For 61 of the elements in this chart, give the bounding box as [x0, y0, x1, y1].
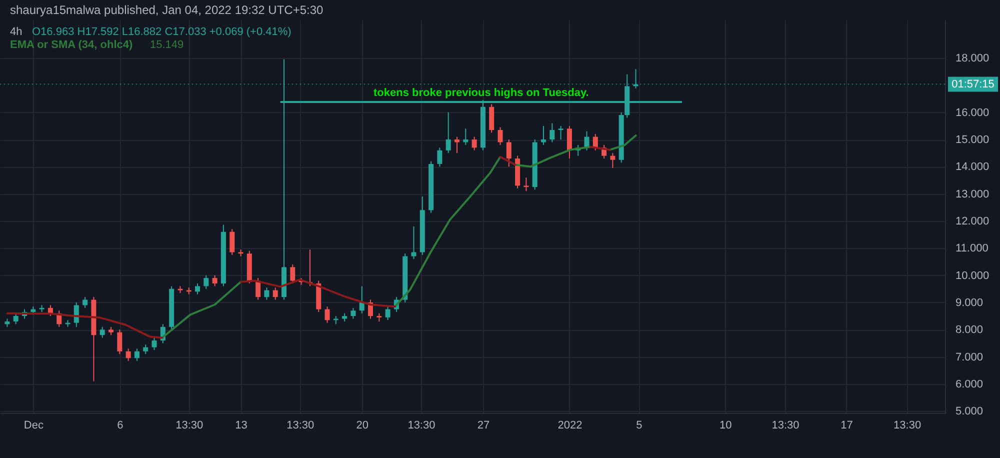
- candlestick: [134, 348, 140, 362]
- candlestick: [126, 348, 131, 362]
- annotation: 15.149: [150, 39, 184, 51]
- candlestick: [558, 125, 564, 140]
- candlestick: [100, 326, 105, 338]
- x-tick-label: 13:30: [772, 420, 800, 432]
- candlestick: [541, 125, 546, 146]
- y-tick-label: 16.000: [956, 106, 990, 119]
- y-tick-label: 8.000: [956, 324, 984, 336]
- candlestick: [463, 128, 468, 146]
- candlestick: [524, 177, 529, 192]
- y-tick-label: 10.000: [956, 270, 990, 282]
- y-tick-label: 14.000: [956, 161, 990, 174]
- x-tick-label: 13:30: [286, 420, 314, 432]
- y-tick-label: 18.000: [956, 52, 990, 65]
- x-tick-label: 6: [117, 420, 124, 432]
- text: shaurya15malwa published, Jan 04, 2022 19:32 UTC+5:30: [10, 3, 324, 17]
- candlestick: [82, 296, 88, 308]
- text: 4h: [10, 26, 22, 38]
- candlestick: [195, 282, 200, 295]
- x-tick-label: 13:30: [408, 420, 436, 432]
- candlestick: [446, 112, 451, 154]
- y-tick-label: 9.000: [956, 296, 984, 309]
- x-tick-label: 13:30: [176, 420, 204, 432]
- candlestick: [13, 312, 18, 325]
- x-tick-label: 10: [720, 420, 732, 432]
- y-tick-label: 6.000: [956, 378, 984, 390]
- candlestick: [498, 126, 503, 146]
- candlestick: [610, 152, 616, 169]
- y-tick-label: 5.000: [956, 406, 984, 418]
- candlestick: [350, 307, 356, 320]
- x-tick-label: 13:30: [894, 420, 922, 432]
- candlestick: [454, 136, 460, 154]
- text: 01:57:15: [952, 78, 994, 90]
- candlestick: [385, 306, 390, 321]
- y-tick-label: 11.000: [956, 242, 988, 255]
- text: O16.963 H17.592 L16.882 C17.033 +0.069 (+0.41%): [32, 26, 292, 38]
- y-tick-label: 13.000: [956, 188, 990, 200]
- candlestick: [152, 337, 157, 350]
- y-tick-label: 12.000: [956, 215, 990, 228]
- candlestick: [290, 264, 296, 284]
- candlestick: [489, 104, 494, 134]
- x-tick-label: 5: [636, 420, 642, 432]
- annotation: tokens broke previous highs on Tuesday.: [373, 87, 589, 100]
- x-tick-label: 17: [840, 420, 853, 432]
- y-tick-label: 15.000: [956, 134, 990, 146]
- x-tick-label: 20: [356, 420, 368, 432]
- x-tick-label: 13: [235, 420, 248, 432]
- candlestick: [472, 136, 477, 151]
- x-tick-label: 2022: [558, 420, 582, 432]
- candlestick: [143, 344, 148, 355]
- text: EMA or SMA (34, ohlc4): [10, 39, 133, 51]
- candlestick: [324, 306, 330, 324]
- candlestick: [204, 274, 209, 290]
- x-tick-label: Dec: [24, 420, 44, 432]
- x-tick-label: 27: [477, 420, 490, 432]
- candlestick: [212, 274, 218, 287]
- candlestick: [230, 228, 235, 256]
- candlestick: [117, 329, 122, 355]
- candlestick: [550, 122, 555, 143]
- y-tick-label: 7.000: [956, 351, 984, 364]
